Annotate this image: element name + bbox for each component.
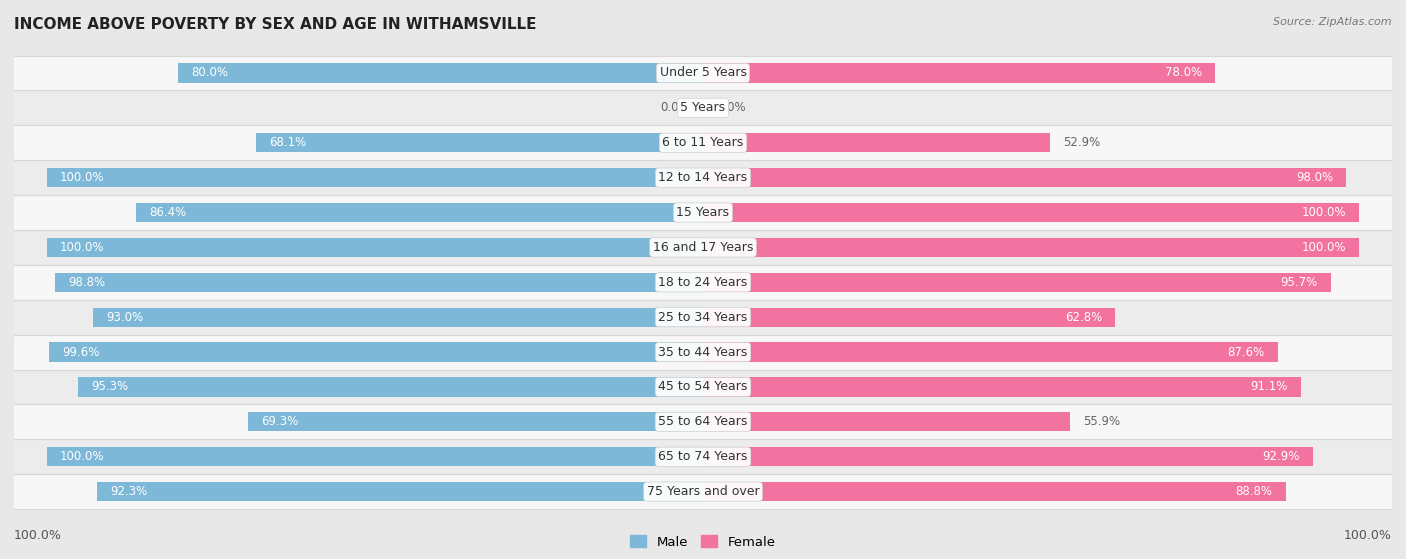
Bar	[14, 265, 1392, 300]
Bar	[703, 203, 1360, 222]
Bar	[14, 125, 1392, 160]
Bar	[14, 335, 1392, 369]
Text: 92.9%: 92.9%	[1263, 450, 1299, 463]
Text: 100.0%: 100.0%	[1344, 529, 1392, 542]
Bar	[703, 133, 1050, 153]
Text: 100.0%: 100.0%	[60, 241, 104, 254]
Text: 100.0%: 100.0%	[1302, 206, 1346, 219]
Text: 86.4%: 86.4%	[149, 206, 187, 219]
Bar	[703, 273, 1331, 292]
Bar	[703, 447, 1313, 466]
Legend: Male, Female: Male, Female	[626, 530, 780, 554]
Text: 80.0%: 80.0%	[191, 67, 228, 79]
Text: Source: ZipAtlas.com: Source: ZipAtlas.com	[1274, 17, 1392, 27]
Text: 91.1%: 91.1%	[1250, 381, 1288, 394]
Bar	[14, 369, 1392, 404]
Text: 52.9%: 52.9%	[1063, 136, 1101, 149]
Bar	[55, 273, 703, 292]
Text: 68.1%: 68.1%	[270, 136, 307, 149]
Text: 100.0%: 100.0%	[60, 171, 104, 184]
Bar	[14, 91, 1392, 125]
Text: Under 5 Years: Under 5 Years	[659, 67, 747, 79]
Text: 45 to 54 Years: 45 to 54 Years	[658, 381, 748, 394]
Bar	[14, 55, 1392, 91]
Text: 55 to 64 Years: 55 to 64 Years	[658, 415, 748, 428]
Text: 98.0%: 98.0%	[1296, 171, 1333, 184]
Bar	[14, 300, 1392, 335]
Text: 6 to 11 Years: 6 to 11 Years	[662, 136, 744, 149]
Text: 0.0%: 0.0%	[661, 101, 690, 115]
Text: INCOME ABOVE POVERTY BY SEX AND AGE IN WITHAMSVILLE: INCOME ABOVE POVERTY BY SEX AND AGE IN W…	[14, 17, 537, 32]
Bar	[703, 307, 1115, 327]
Text: 100.0%: 100.0%	[14, 529, 62, 542]
Bar	[703, 63, 1215, 83]
Text: 69.3%: 69.3%	[262, 415, 298, 428]
Text: 93.0%: 93.0%	[105, 311, 143, 324]
Text: 0.0%: 0.0%	[716, 101, 745, 115]
Bar	[703, 168, 1346, 187]
Bar	[703, 343, 1278, 362]
Text: 78.0%: 78.0%	[1164, 67, 1202, 79]
Text: 100.0%: 100.0%	[1302, 241, 1346, 254]
Bar	[46, 238, 703, 257]
Text: 12 to 14 Years: 12 to 14 Years	[658, 171, 748, 184]
Bar	[703, 412, 1070, 432]
Bar	[46, 447, 703, 466]
Text: 55.9%: 55.9%	[1083, 415, 1121, 428]
Text: 62.8%: 62.8%	[1064, 311, 1102, 324]
Text: 100.0%: 100.0%	[60, 450, 104, 463]
Bar	[14, 439, 1392, 474]
Text: 87.6%: 87.6%	[1227, 345, 1264, 358]
Text: 35 to 44 Years: 35 to 44 Years	[658, 345, 748, 358]
Bar	[249, 412, 703, 432]
Bar	[703, 238, 1360, 257]
Text: 95.3%: 95.3%	[91, 381, 128, 394]
Bar	[14, 195, 1392, 230]
Bar	[14, 160, 1392, 195]
Text: 16 and 17 Years: 16 and 17 Years	[652, 241, 754, 254]
Text: 98.8%: 98.8%	[67, 276, 105, 289]
Text: 95.7%: 95.7%	[1281, 276, 1317, 289]
Text: 99.6%: 99.6%	[63, 345, 100, 358]
Bar	[179, 63, 703, 83]
Bar	[14, 474, 1392, 509]
Bar	[46, 168, 703, 187]
Text: 65 to 74 Years: 65 to 74 Years	[658, 450, 748, 463]
Text: 75 Years and over: 75 Years and over	[647, 485, 759, 498]
Text: 88.8%: 88.8%	[1236, 485, 1272, 498]
Bar	[136, 203, 703, 222]
Bar	[93, 307, 703, 327]
Text: 92.3%: 92.3%	[111, 485, 148, 498]
Text: 5 Years: 5 Years	[681, 101, 725, 115]
Bar	[49, 343, 703, 362]
Bar	[256, 133, 703, 153]
Bar	[703, 377, 1301, 396]
Text: 25 to 34 Years: 25 to 34 Years	[658, 311, 748, 324]
Text: 15 Years: 15 Years	[676, 206, 730, 219]
Bar	[97, 482, 703, 501]
Bar	[77, 377, 703, 396]
Text: 18 to 24 Years: 18 to 24 Years	[658, 276, 748, 289]
Bar	[703, 482, 1285, 501]
Bar	[14, 230, 1392, 265]
Bar	[14, 404, 1392, 439]
